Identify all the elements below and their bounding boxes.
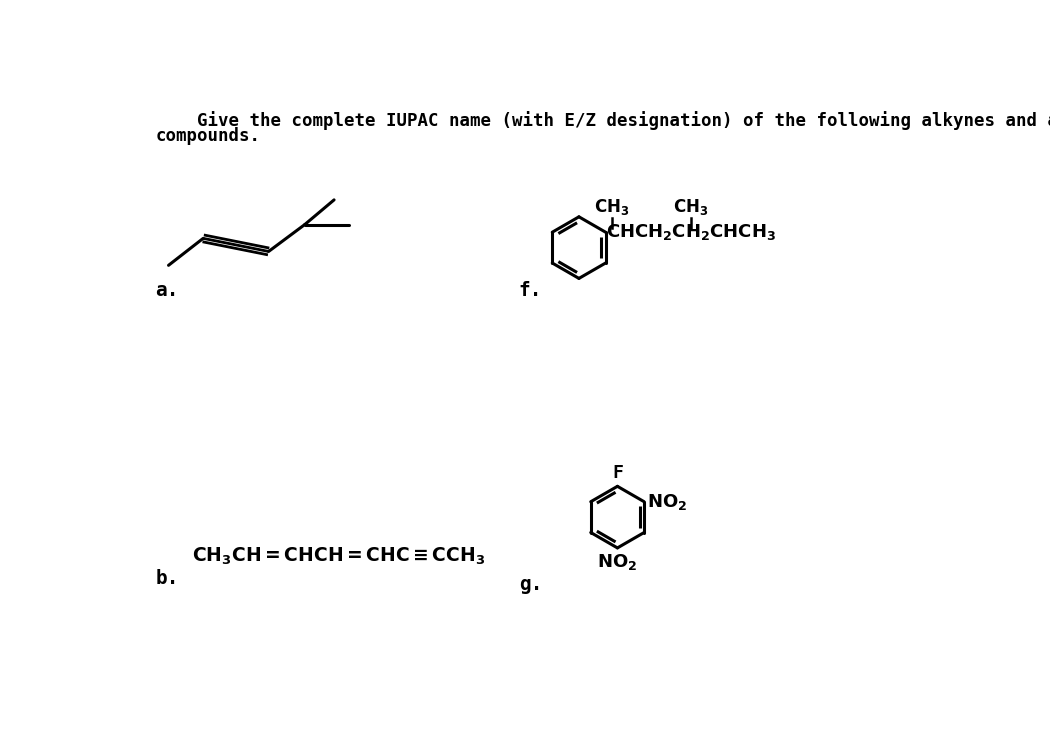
Text: Give the complete IUPAC name (with E/Z designation) of the following alkynes and: Give the complete IUPAC name (with E/Z d… bbox=[155, 111, 1050, 130]
Text: $\mathbf{CH_3}$: $\mathbf{CH_3}$ bbox=[594, 197, 630, 217]
Text: g.: g. bbox=[519, 575, 543, 594]
Text: $\mathbf{CH_3}$: $\mathbf{CH_3}$ bbox=[673, 197, 709, 217]
Text: $\mathbf{NO_2}$: $\mathbf{NO_2}$ bbox=[647, 491, 688, 512]
Text: F: F bbox=[612, 465, 623, 482]
Text: $\mathbf{CH_3CH{=}CHCH{=}CHC{\equiv}CCH_3}$: $\mathbf{CH_3CH{=}CHCH{=}CHC{\equiv}CCH_… bbox=[191, 546, 485, 567]
Text: compounds.: compounds. bbox=[155, 126, 260, 144]
Text: $\mathbf{CHCH_2CH_2CHCH_3}$: $\mathbf{CHCH_2CH_2CHCH_3}$ bbox=[607, 222, 777, 242]
Text: b.: b. bbox=[155, 568, 179, 588]
Text: $\mathbf{NO_2}$: $\mathbf{NO_2}$ bbox=[597, 552, 637, 571]
Text: f.: f. bbox=[519, 280, 543, 300]
Text: a.: a. bbox=[155, 280, 179, 300]
